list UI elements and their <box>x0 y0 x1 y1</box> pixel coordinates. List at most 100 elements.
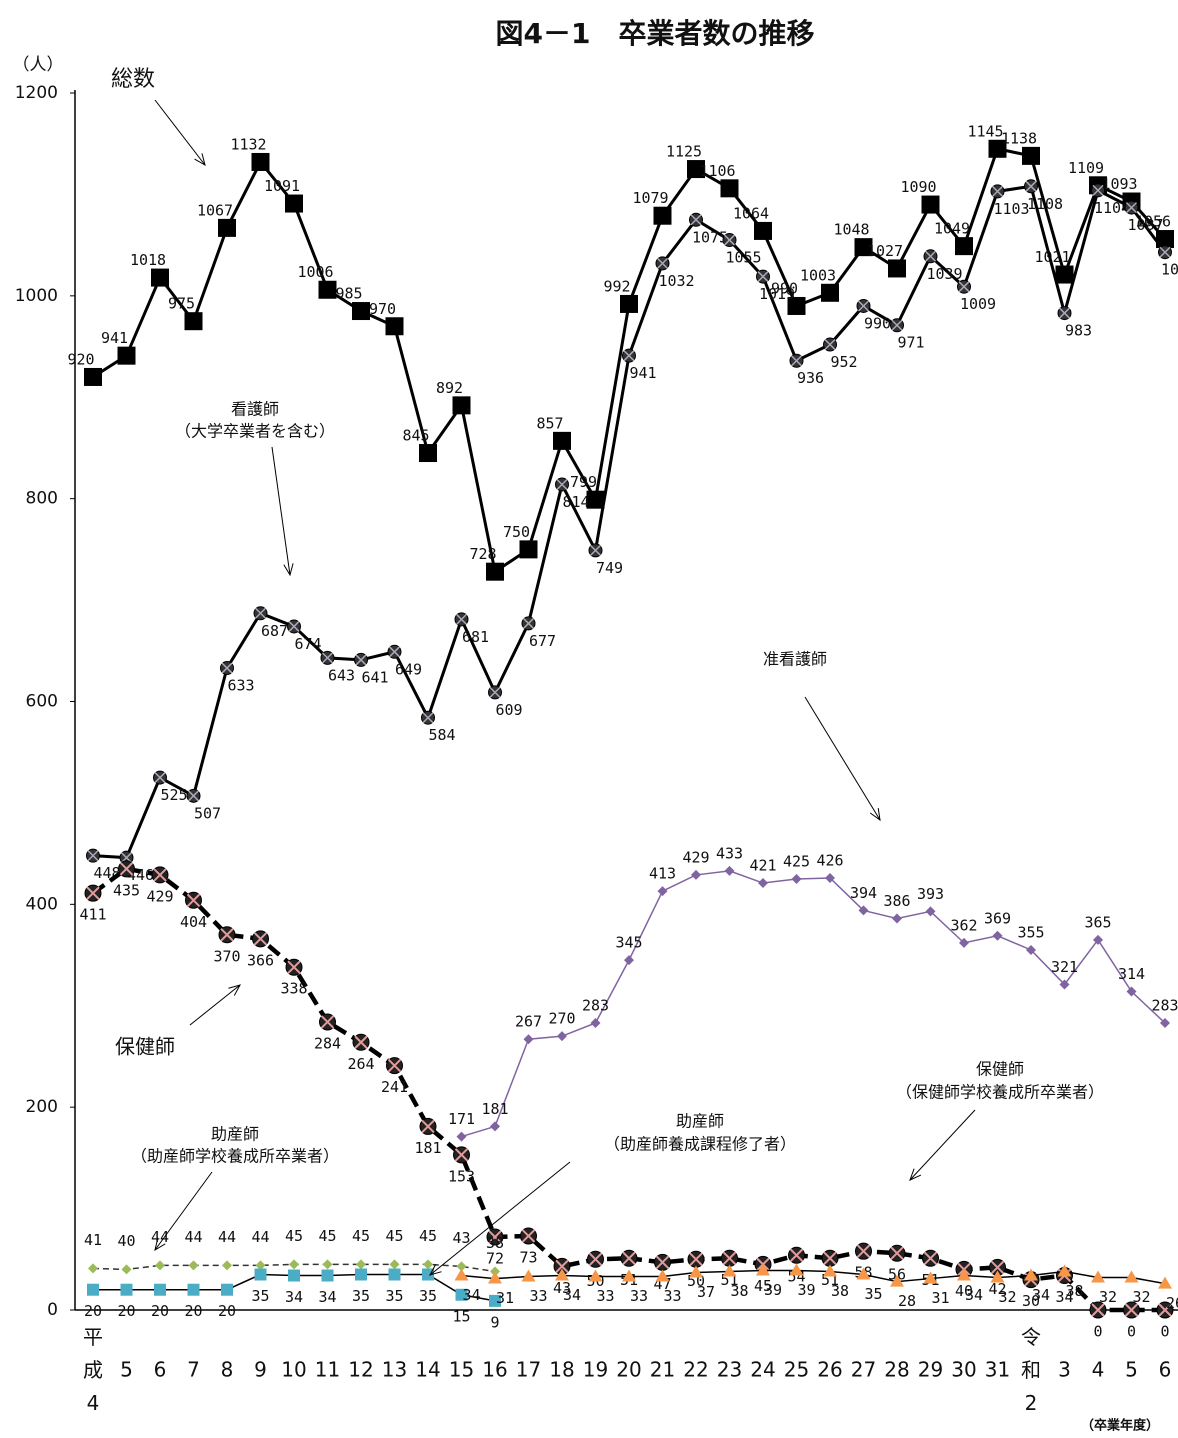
point-marker <box>957 1268 971 1281</box>
point-marker <box>419 444 437 463</box>
data-label: 990 <box>771 279 798 297</box>
data-label: 369 <box>984 909 1011 927</box>
marker-shape <box>1024 1268 1038 1281</box>
point-marker <box>992 930 1003 941</box>
data-label: 1027 <box>867 242 903 260</box>
point-marker <box>789 353 804 368</box>
data-label: 681 <box>462 628 489 646</box>
point-marker <box>251 152 270 171</box>
y-axis-label: （人） <box>13 55 64 75</box>
point-marker <box>188 1260 199 1271</box>
data-label: 270 <box>548 1010 575 1028</box>
point-marker <box>184 312 203 331</box>
data-label: 171 <box>448 1110 475 1128</box>
marker-shape <box>890 1246 904 1260</box>
data-label: 393 <box>917 885 944 903</box>
marker-shape <box>888 259 906 278</box>
point-marker <box>385 317 404 336</box>
data-label: 525 <box>160 786 187 804</box>
point-marker <box>155 1260 165 1271</box>
data-label: 609 <box>495 701 522 719</box>
series-annotation-note: （助産師養成課程修了者） <box>604 1135 796 1154</box>
x-tick-label: 10 <box>281 1358 306 1382</box>
marker-shape <box>556 478 568 490</box>
y-tick-label: 800 <box>26 489 58 509</box>
point-marker <box>285 194 303 213</box>
marker-shape <box>925 906 936 917</box>
annotation-arrowhead <box>909 1168 922 1181</box>
data-label: 1055 <box>725 249 761 267</box>
marker-shape <box>655 1269 670 1282</box>
annotation-arrow <box>189 984 241 1026</box>
marker-shape <box>486 562 504 581</box>
data-label: 749 <box>596 559 623 577</box>
data-label: 40 <box>117 1232 135 1250</box>
data-label: 43 <box>452 1229 470 1247</box>
marker-shape <box>87 850 99 862</box>
point-marker <box>588 1269 603 1282</box>
x-tick-label: 31 <box>985 1358 1010 1382</box>
marker-shape <box>488 1230 502 1244</box>
point-marker <box>586 490 605 509</box>
marker-shape <box>522 617 535 629</box>
data-label: 0 <box>1160 1323 1169 1341</box>
point-marker <box>1158 245 1172 260</box>
marker-shape <box>221 662 233 674</box>
data-label: 1009 <box>960 295 996 313</box>
marker-shape <box>151 268 169 287</box>
point-marker <box>454 612 469 627</box>
data-label: 366 <box>247 951 274 969</box>
data-label: 38 <box>486 1234 504 1252</box>
marker-shape <box>222 1260 232 1271</box>
x-axis-label: （卒業年度） <box>1081 1418 1159 1434</box>
point-marker <box>320 650 335 665</box>
point-marker <box>490 1266 500 1277</box>
point-marker <box>84 884 102 902</box>
data-label: 44 <box>251 1228 269 1246</box>
marker-shape <box>356 1259 366 1270</box>
marker-shape <box>622 1251 636 1265</box>
point-marker <box>388 1268 401 1281</box>
marker-shape <box>387 1058 402 1073</box>
y-tick-label: 1000 <box>15 286 58 306</box>
point-marker <box>352 302 370 321</box>
data-label: 728 <box>469 545 496 563</box>
data-label: 20 <box>151 1302 169 1320</box>
data-label: 1104 <box>1094 199 1130 217</box>
point-marker <box>989 1258 1006 1276</box>
data-label: 35 <box>864 1285 882 1303</box>
y-tick-label: 400 <box>26 894 58 914</box>
data-label: 1006 <box>297 263 333 281</box>
point-marker <box>990 1270 1005 1283</box>
data-label: 45 <box>754 1277 772 1295</box>
point-marker <box>255 1260 266 1271</box>
marker-shape <box>523 1034 534 1045</box>
annotation-arrow <box>271 446 291 576</box>
point-marker <box>854 238 873 257</box>
point-marker <box>689 1265 703 1278</box>
data-label: 1091 <box>264 177 300 195</box>
marker-shape <box>121 1264 132 1275</box>
marker-shape <box>154 772 166 784</box>
marker-shape <box>990 1260 1005 1275</box>
data-label: 38 <box>1065 1282 1083 1300</box>
x-tick-label: 23 <box>717 1358 742 1382</box>
data-label: 1032 <box>658 272 694 290</box>
data-label: 40 <box>955 1282 973 1300</box>
point-marker <box>624 955 634 966</box>
data-label: 1048 <box>833 221 869 239</box>
data-label: 38 <box>730 1282 748 1300</box>
point-marker <box>756 269 770 284</box>
point-marker <box>756 1263 770 1276</box>
marker-shape <box>789 1263 804 1276</box>
point-marker <box>821 1249 839 1267</box>
point-marker <box>823 1264 837 1277</box>
point-marker <box>825 872 835 883</box>
marker-shape <box>321 652 334 664</box>
point-marker <box>890 318 904 333</box>
data-label: 32 <box>998 1288 1016 1306</box>
point-marker <box>622 348 636 363</box>
data-label: 435 <box>113 881 140 899</box>
point-marker <box>456 1131 467 1142</box>
point-marker <box>555 477 569 492</box>
